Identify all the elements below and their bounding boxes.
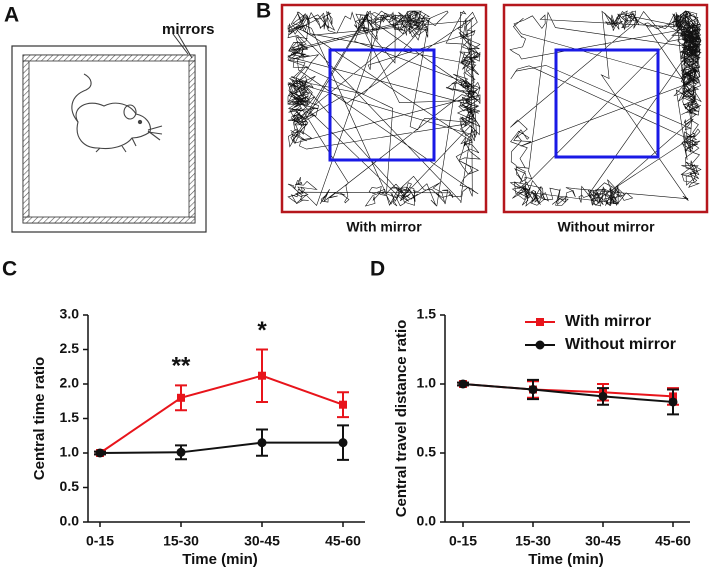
legend-label: Without mirror — [565, 336, 676, 353]
y-axis-title: Central travel distance ratio — [393, 320, 410, 518]
significance-mark: ** — [172, 353, 191, 380]
centre-zone — [328, 48, 436, 162]
series-line — [99, 441, 343, 454]
arena-border — [280, 3, 488, 214]
significance-mark: * — [257, 317, 267, 344]
marker — [458, 379, 468, 389]
marker — [339, 400, 347, 409]
x-tick-label: 30-45 — [244, 533, 280, 549]
x-tick-label: 45-60 — [655, 533, 691, 549]
centre-zone — [554, 48, 660, 159]
y-tick-label: 1.5 — [417, 306, 437, 322]
x-tick-label: 15-30 — [515, 533, 551, 549]
x-tick-label: 0-15 — [86, 533, 114, 549]
panel-label: D — [370, 258, 385, 281]
panel-label: C — [2, 258, 17, 281]
x-tick-label: 30-45 — [585, 533, 621, 549]
track-caption: Without mirror — [557, 219, 655, 235]
marker — [598, 391, 608, 401]
x-tick-label: 45-60 — [325, 533, 361, 549]
legend-marker — [535, 340, 545, 350]
y-tick-label: 0.0 — [60, 513, 80, 529]
series-line — [99, 374, 344, 454]
y-tick-label: 1.0 — [60, 444, 80, 460]
y-tick-label: 0.5 — [60, 478, 80, 494]
arena-drawing — [11, 33, 207, 233]
y-tick-label: 0.5 — [417, 444, 437, 460]
track-trace — [286, 10, 482, 207]
callout-label: mirrors — [162, 21, 215, 38]
marker — [338, 438, 348, 448]
mouse-drawing — [71, 73, 163, 153]
marker — [176, 447, 186, 457]
track-plots — [280, 3, 709, 214]
y-axis-title: Central time ratio — [31, 357, 48, 480]
y-tick-label: 0.0 — [417, 513, 437, 529]
track-trace — [509, 10, 702, 207]
x-axis-title: Time (min) — [182, 551, 258, 568]
marker — [258, 371, 266, 380]
y-tick-label: 1.0 — [417, 375, 437, 391]
y-tick-label: 1.5 — [60, 409, 80, 425]
arena-border — [502, 3, 709, 214]
legend-marker — [536, 318, 544, 326]
x-tick-label: 15-30 — [163, 533, 199, 549]
marker — [95, 448, 105, 458]
legend-label: With mirror — [565, 313, 651, 330]
x-tick-label: 0-15 — [449, 533, 477, 549]
y-tick-label: 3.0 — [60, 306, 80, 322]
series-line — [462, 383, 674, 403]
y-tick-label: 2.0 — [60, 375, 80, 391]
marker — [528, 385, 538, 395]
marker — [177, 393, 185, 402]
panel-label: A — [4, 4, 19, 27]
panel-label: B — [256, 0, 271, 23]
marker — [668, 397, 678, 407]
x-axis-title: Time (min) — [528, 551, 604, 568]
marker — [257, 438, 267, 448]
track-caption: With mirror — [346, 219, 422, 235]
y-tick-label: 2.5 — [60, 340, 80, 356]
